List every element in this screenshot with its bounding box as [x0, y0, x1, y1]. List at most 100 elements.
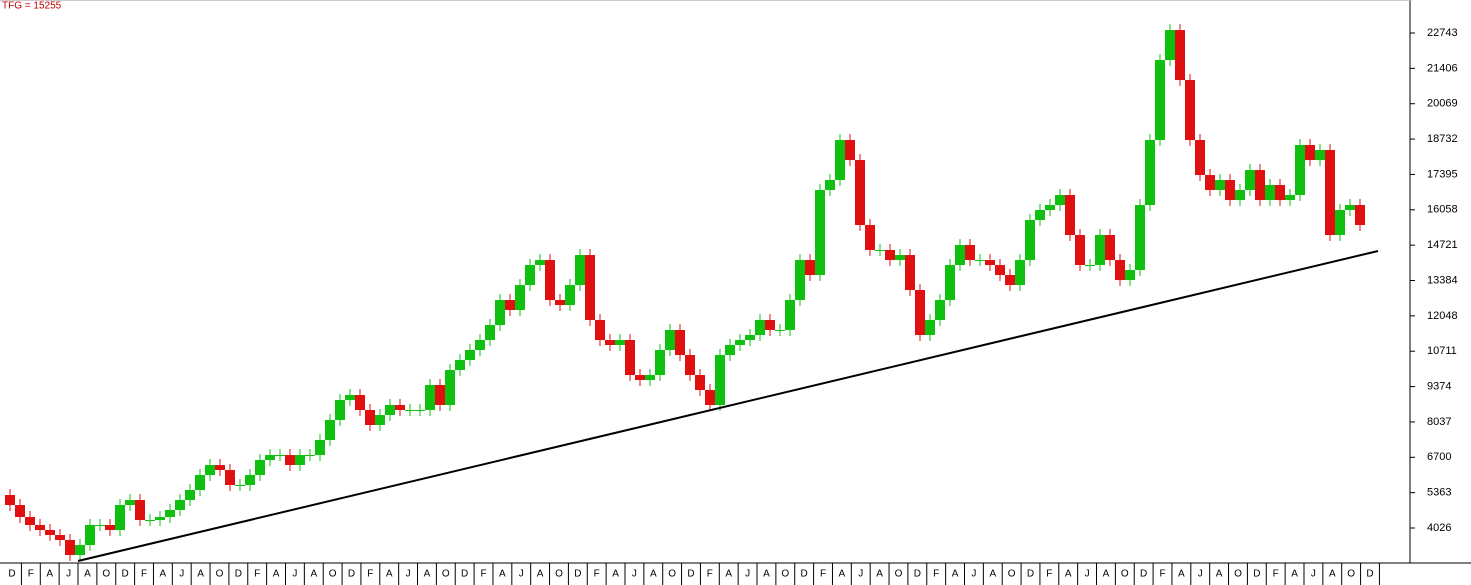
x-tick-label: J: [745, 569, 750, 580]
candle: [1205, 175, 1215, 191]
candle: [1265, 185, 1275, 201]
candle: [705, 390, 715, 406]
x-tick-label: A: [310, 569, 317, 580]
candle: [1295, 145, 1305, 196]
x-tick-label: J: [1311, 569, 1316, 580]
x-tick-label: D: [122, 569, 129, 580]
x-tick-label: J: [292, 569, 297, 580]
candle: [1085, 265, 1095, 267]
candle: [1045, 205, 1055, 211]
candle: [335, 400, 345, 421]
candle: [855, 160, 865, 226]
candle: [325, 420, 335, 440]
x-tick-label: A: [1329, 569, 1336, 580]
x-tick-label: J: [66, 569, 71, 580]
candle: [1215, 180, 1225, 191]
x-tick-label: J: [1085, 569, 1090, 580]
x-tick-label: A: [725, 569, 732, 580]
x-tick-label: A: [273, 569, 280, 580]
x-tick-label: A: [499, 569, 506, 580]
candle: [825, 180, 835, 191]
x-tick-label: D: [1027, 569, 1034, 580]
candle: [395, 405, 405, 411]
x-tick-label: O: [1234, 569, 1242, 580]
y-tick-label: 10711: [1427, 345, 1457, 357]
candle: [155, 517, 165, 520]
candle: [895, 255, 905, 261]
x-tick-label: F: [254, 569, 260, 580]
x-tick-label: D: [348, 569, 355, 580]
chart-title: TFG = 15255: [2, 1, 62, 12]
candle: [25, 517, 35, 525]
candle: [785, 300, 795, 331]
x-tick-label: O: [895, 569, 903, 580]
candle: [575, 255, 585, 286]
x-tick-label: D: [1366, 569, 1373, 580]
candle: [995, 265, 1005, 276]
y-tick-label: 16058: [1427, 204, 1458, 216]
x-tick-label: F: [367, 569, 373, 580]
x-tick-label: A: [424, 569, 431, 580]
candle: [1135, 205, 1145, 271]
candle: [625, 340, 635, 376]
candle: [585, 255, 595, 321]
candle: [545, 260, 555, 301]
x-tick-label: A: [386, 569, 393, 580]
candle: [385, 405, 395, 416]
candle: [45, 529, 55, 535]
y-tick-label: 18732: [1427, 133, 1458, 145]
candle: [555, 300, 565, 306]
candle: [145, 519, 155, 521]
candle: [215, 465, 225, 471]
x-tick-label: F: [28, 569, 34, 580]
candle: [885, 250, 895, 261]
candle: [375, 415, 385, 426]
candle: [1345, 205, 1355, 211]
candle: [945, 265, 955, 301]
candle: [755, 320, 765, 336]
candle: [1195, 140, 1205, 176]
x-tick-label: A: [839, 569, 846, 580]
candle: [265, 455, 275, 461]
candle: [1285, 195, 1295, 201]
candle: [1305, 145, 1315, 161]
candle: [315, 439, 325, 456]
candle: [295, 455, 305, 466]
x-tick-label: F: [1046, 569, 1052, 580]
candle: [185, 490, 195, 501]
x-tick-label: A: [763, 569, 770, 580]
candle: [455, 360, 465, 371]
x-tick-label: A: [650, 569, 657, 580]
x-tick-label: A: [876, 569, 883, 580]
x-tick-label: J: [1198, 569, 1203, 580]
x-tick-label: D: [235, 569, 242, 580]
candle: [1165, 30, 1175, 61]
x-tick-label: O: [668, 569, 676, 580]
candle: [1095, 235, 1105, 266]
candle: [795, 260, 805, 301]
candle: [955, 245, 965, 266]
x-tick-label: F: [707, 569, 713, 580]
candle: [765, 320, 775, 331]
x-tick-label: O: [442, 569, 450, 580]
x-tick-label: A: [989, 569, 996, 580]
y-tick-label: 8037: [1427, 416, 1451, 428]
y-tick-label: 22743: [1427, 27, 1458, 39]
candle: [1005, 275, 1015, 286]
x-tick-label: O: [555, 569, 563, 580]
candle: [1035, 210, 1045, 221]
candle: [165, 510, 175, 518]
candle: [1115, 260, 1125, 281]
x-tick-label: A: [1291, 569, 1298, 580]
candle: [915, 290, 925, 336]
x-tick-label: O: [1121, 569, 1129, 580]
candle: [655, 349, 665, 376]
x-tick-label: D: [574, 569, 581, 580]
x-tick-label: A: [160, 569, 167, 580]
x-tick-label: D: [914, 569, 921, 580]
trendline: [77, 250, 1379, 562]
candle: [415, 410, 425, 412]
candle: [475, 340, 485, 350]
